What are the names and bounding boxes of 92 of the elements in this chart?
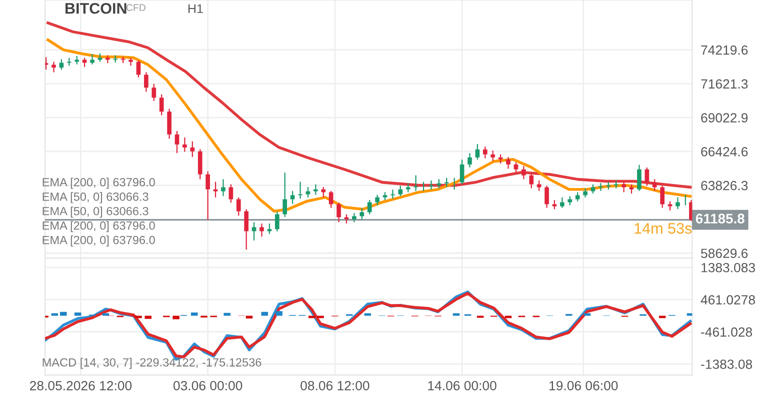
y-tick-label: 461.0278 (700, 295, 755, 305)
annotation: EMA [200, 0] 63796.0 (42, 178, 155, 189)
candlestick (498, 154, 503, 164)
candlestick (360, 207, 364, 220)
candlestick (52, 61, 56, 73)
y-tick-label: -461.028 (701, 327, 752, 337)
candlestick (529, 172, 534, 189)
candlestick (414, 174, 418, 192)
candlestick (375, 194, 380, 206)
y-tick-label: 1383.083 (702, 262, 755, 272)
candlestick (514, 162, 518, 174)
candlestick (644, 166, 650, 186)
candlestick (652, 178, 657, 192)
candlestick (460, 159, 464, 185)
annotation: CFD (126, 4, 146, 12)
candlestick (622, 181, 626, 193)
candlestick (506, 156, 510, 170)
candlestick (482, 146, 488, 159)
candlestick (668, 200, 672, 212)
annotation: EMA [200, 0] 63796.0 (42, 221, 155, 232)
candlestick (198, 148, 202, 180)
candlestick (398, 185, 403, 197)
candlestick (82, 57, 87, 68)
candlestick (536, 180, 542, 192)
candlestick (314, 184, 318, 196)
y-tick-label: 58629.6 (701, 248, 748, 258)
candlestick (321, 186, 326, 198)
candlestick (221, 178, 226, 197)
candlestick (244, 208, 248, 250)
candlestick (444, 177, 449, 188)
candlestick (436, 178, 442, 189)
annotation: H1 (188, 4, 203, 13)
candlestick (583, 188, 588, 198)
candlestick (228, 184, 234, 204)
y-tick-label: 66424.6 (701, 147, 748, 156)
candlestick (352, 212, 356, 223)
candlestick (306, 186, 310, 198)
y-tick-label: 63826.3 (701, 180, 748, 190)
candlestick (468, 152, 472, 168)
chart-title: BITCOIN (66, 2, 126, 14)
y-tick-label: 69022.9 (701, 113, 748, 122)
annotation: MACD [14, 30, 7] -229.34122, -175.12536 (42, 358, 262, 369)
candlestick (282, 172, 288, 218)
candlestick (367, 199, 372, 215)
candlestick (174, 130, 180, 154)
candlestick (328, 190, 334, 208)
annotation: EMA [50, 0] 63066.3 (42, 192, 148, 204)
candlestick (190, 140, 195, 158)
candlestick (252, 222, 256, 242)
candlestick (475, 143, 480, 160)
candlestick (522, 166, 526, 180)
annotation: EMA [200, 0] 63796.0 (42, 236, 155, 247)
annotation: 14m 53s (634, 222, 692, 234)
y-tick-label: 71621.3 (701, 79, 748, 89)
candlestick (560, 196, 564, 208)
candlestick (429, 180, 434, 190)
candlestick (552, 199, 557, 210)
candlestick (213, 181, 218, 198)
annotation: EMA [50, 0] 63066.3 (42, 206, 148, 218)
candlestick (159, 94, 164, 116)
candlestick (590, 184, 596, 194)
candlestick (568, 196, 572, 206)
candlestick (59, 58, 64, 70)
candlestick (90, 53, 94, 65)
y-tick-label: -1383.08 (701, 360, 752, 369)
ref-line-label: 61185.8 (696, 214, 744, 224)
candlestick (274, 211, 280, 232)
candlestick (152, 83, 156, 102)
x-tick-label: 28.05.2026 12:00 (30, 380, 132, 390)
candlestick (336, 202, 341, 223)
candlestick (544, 185, 549, 208)
candlestick (144, 72, 148, 92)
x-tick-label: 08.06 12:00 (300, 380, 370, 390)
candlestick (660, 185, 664, 208)
candlestick (676, 196, 680, 210)
candlestick (167, 108, 172, 140)
candlestick (182, 136, 187, 152)
candlestick (45, 56, 48, 70)
candlestick (260, 222, 264, 238)
x-tick-label: 19.06 06:00 (550, 380, 618, 390)
candlestick (598, 182, 603, 192)
candlestick (490, 150, 496, 162)
candlestick (637, 164, 642, 192)
candlestick (236, 196, 241, 216)
candlestick (406, 182, 410, 193)
candlestick (575, 192, 580, 202)
x-tick-label: 03.06 00:00 (173, 380, 242, 390)
x-tick-label: 14.06 00:00 (428, 380, 496, 390)
candlestick (206, 170, 210, 220)
candlestick (689, 199, 692, 222)
candlestick (290, 190, 295, 205)
y-tick-label: 74219.6 (701, 45, 748, 55)
